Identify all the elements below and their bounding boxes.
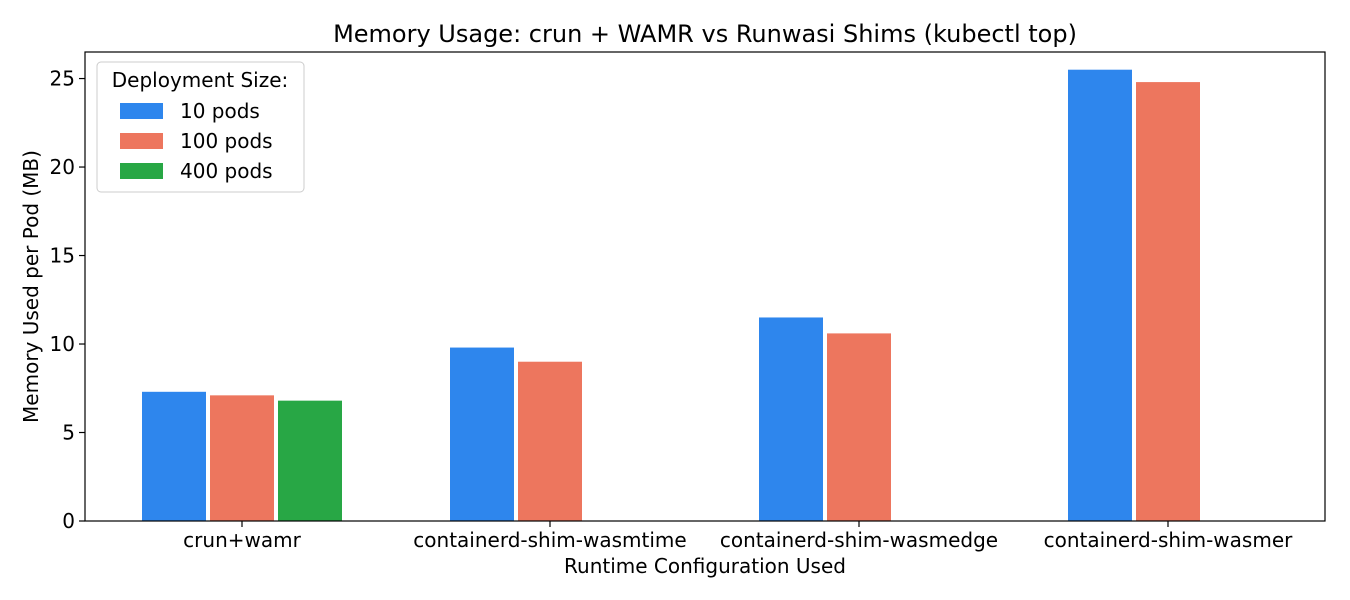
bar-100-pods-2: [827, 333, 891, 521]
bar-10-pods-0: [142, 391, 206, 521]
legend-title: Deployment Size:: [112, 68, 288, 92]
x-tick-label: containerd-shim-wasmer: [1044, 528, 1293, 552]
legend-label: 400 pods: [180, 159, 273, 183]
bar-100-pods-3: [1136, 82, 1200, 521]
legend-swatch: [120, 163, 163, 179]
legend-swatch: [120, 103, 163, 119]
legend: Deployment Size: 10 pods 100 pods 400 pods: [96, 61, 305, 193]
x-axis-title: Runtime Configuration Used: [564, 554, 846, 578]
legend-label: 10 pods: [180, 99, 260, 123]
x-axis: crun+wamr containerd-shim-wasmtime contain…: [183, 521, 1293, 552]
y-tick-label: 0: [62, 509, 75, 533]
legend-label: 100 pods: [180, 129, 273, 153]
y-tick-label: 20: [50, 155, 75, 179]
legend-frame: [96, 61, 305, 193]
bars-group: [142, 69, 1200, 521]
bar-10-pods-1: [450, 347, 514, 521]
y-tick-label: 15: [50, 244, 75, 268]
x-tick-label: containerd-shim-wasmtime: [413, 528, 686, 552]
y-axis: 0 5 10 15 20 25: [50, 67, 85, 533]
bar-400-pods-0: [278, 400, 342, 521]
y-axis-title: Memory Used per Pod (MB): [19, 150, 43, 423]
x-tick-label: crun+wamr: [183, 528, 301, 552]
plot-frame: [84, 51, 1326, 522]
y-tick-label: 10: [50, 332, 75, 356]
y-tick-label: 25: [50, 67, 75, 91]
legend-items: 10 pods 100 pods 400 pods: [120, 99, 273, 183]
bar-10-pods-3: [1068, 69, 1132, 521]
bar-10-pods-2: [759, 317, 823, 521]
bar-100-pods-1: [518, 361, 582, 521]
bar-100-pods-0: [210, 395, 274, 521]
legend-swatch: [120, 133, 163, 149]
chart-title: Memory Usage: crun + WAMR vs Runwasi Shi…: [333, 20, 1077, 48]
x-tick-label: containerd-shim-wasmedge: [720, 528, 998, 552]
y-tick-label: 5: [62, 421, 75, 445]
